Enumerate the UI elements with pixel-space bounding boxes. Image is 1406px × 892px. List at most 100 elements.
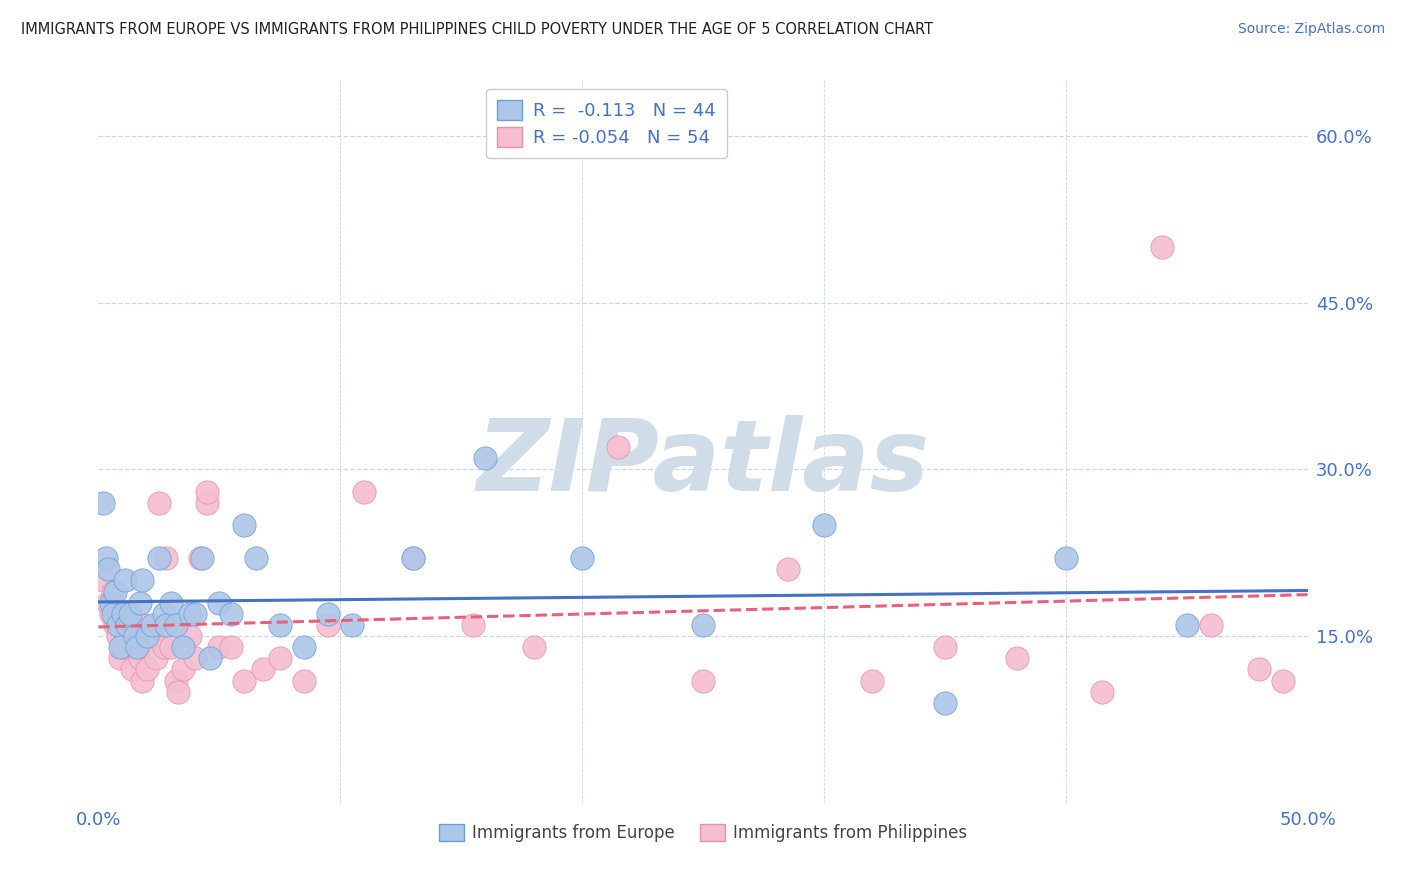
Point [292,640,315,655]
Point [121,662,143,676]
Point [118,618,141,632]
Point [252,662,274,676]
Point [107,629,129,643]
Point [135,662,157,676]
Point [127,640,149,655]
Point [198,651,221,665]
Point [141,629,163,643]
Point [523,640,546,655]
Point [108,640,131,655]
Point [221,640,243,655]
Point [813,517,835,532]
Point [1272,673,1295,688]
Point [117,618,139,632]
Point [179,607,201,621]
Point [152,607,174,621]
Point [101,607,124,621]
Point [232,673,254,688]
Point [1175,618,1198,632]
Point [474,451,496,466]
Point [117,629,139,643]
Point [860,673,883,688]
Text: IMMIGRANTS FROM EUROPE VS IMMIGRANTS FROM PHILIPPINES CHILD POVERTY UNDER THE AG: IMMIGRANTS FROM EUROPE VS IMMIGRANTS FRO… [21,22,934,37]
Point [208,640,231,655]
Point [692,673,714,688]
Point [1054,551,1077,566]
Point [131,574,153,588]
Point [108,651,131,665]
Point [402,551,425,566]
Point [1091,684,1114,698]
Point [101,584,124,599]
Point [1152,240,1174,254]
Point [91,496,114,510]
Point [172,662,194,676]
Point [934,696,956,710]
Point [104,618,127,632]
Point [188,551,211,566]
Point [111,640,134,655]
Point [269,618,291,632]
Point [245,551,267,566]
Point [463,618,485,632]
Point [179,629,201,643]
Point [107,618,129,632]
Point [191,551,214,566]
Point [1007,651,1029,665]
Text: ZIPatlas: ZIPatlas [477,415,929,512]
Point [128,596,150,610]
Point [141,618,163,632]
Point [184,607,207,621]
Point [148,551,170,566]
Point [155,618,177,632]
Point [692,618,714,632]
Point [316,607,339,621]
Point [148,496,170,510]
Point [134,618,156,632]
Point [571,551,593,566]
Point [104,584,127,599]
Point [1199,618,1222,632]
Point [114,607,136,621]
Point [100,607,122,621]
Point [402,551,425,566]
Point [165,618,187,632]
Point [155,551,177,566]
Point [934,640,956,655]
Point [232,517,254,532]
Point [97,562,120,576]
Point [172,640,194,655]
Point [316,618,339,632]
Point [160,640,183,655]
Point [167,684,190,698]
Text: Source: ZipAtlas.com: Source: ZipAtlas.com [1237,22,1385,37]
Point [208,596,231,610]
Point [607,440,630,454]
Point [1249,662,1271,676]
Point [111,607,134,621]
Point [128,651,150,665]
Point [127,629,149,643]
Point [342,618,364,632]
Point [131,673,153,688]
Point [184,651,207,665]
Point [353,484,375,499]
Point [118,607,141,621]
Point [269,651,291,665]
Point [97,596,120,610]
Point [100,596,122,610]
Point [135,629,157,643]
Point [124,629,146,643]
Point [94,551,117,566]
Point [160,596,183,610]
Point [195,484,218,499]
Point [152,640,174,655]
Point [165,673,187,688]
Point [114,574,136,588]
Point [195,496,218,510]
Legend: Immigrants from Europe, Immigrants from Philippines: Immigrants from Europe, Immigrants from … [432,817,974,848]
Point [91,574,114,588]
Point [145,651,167,665]
Point [124,640,146,655]
Point [221,607,243,621]
